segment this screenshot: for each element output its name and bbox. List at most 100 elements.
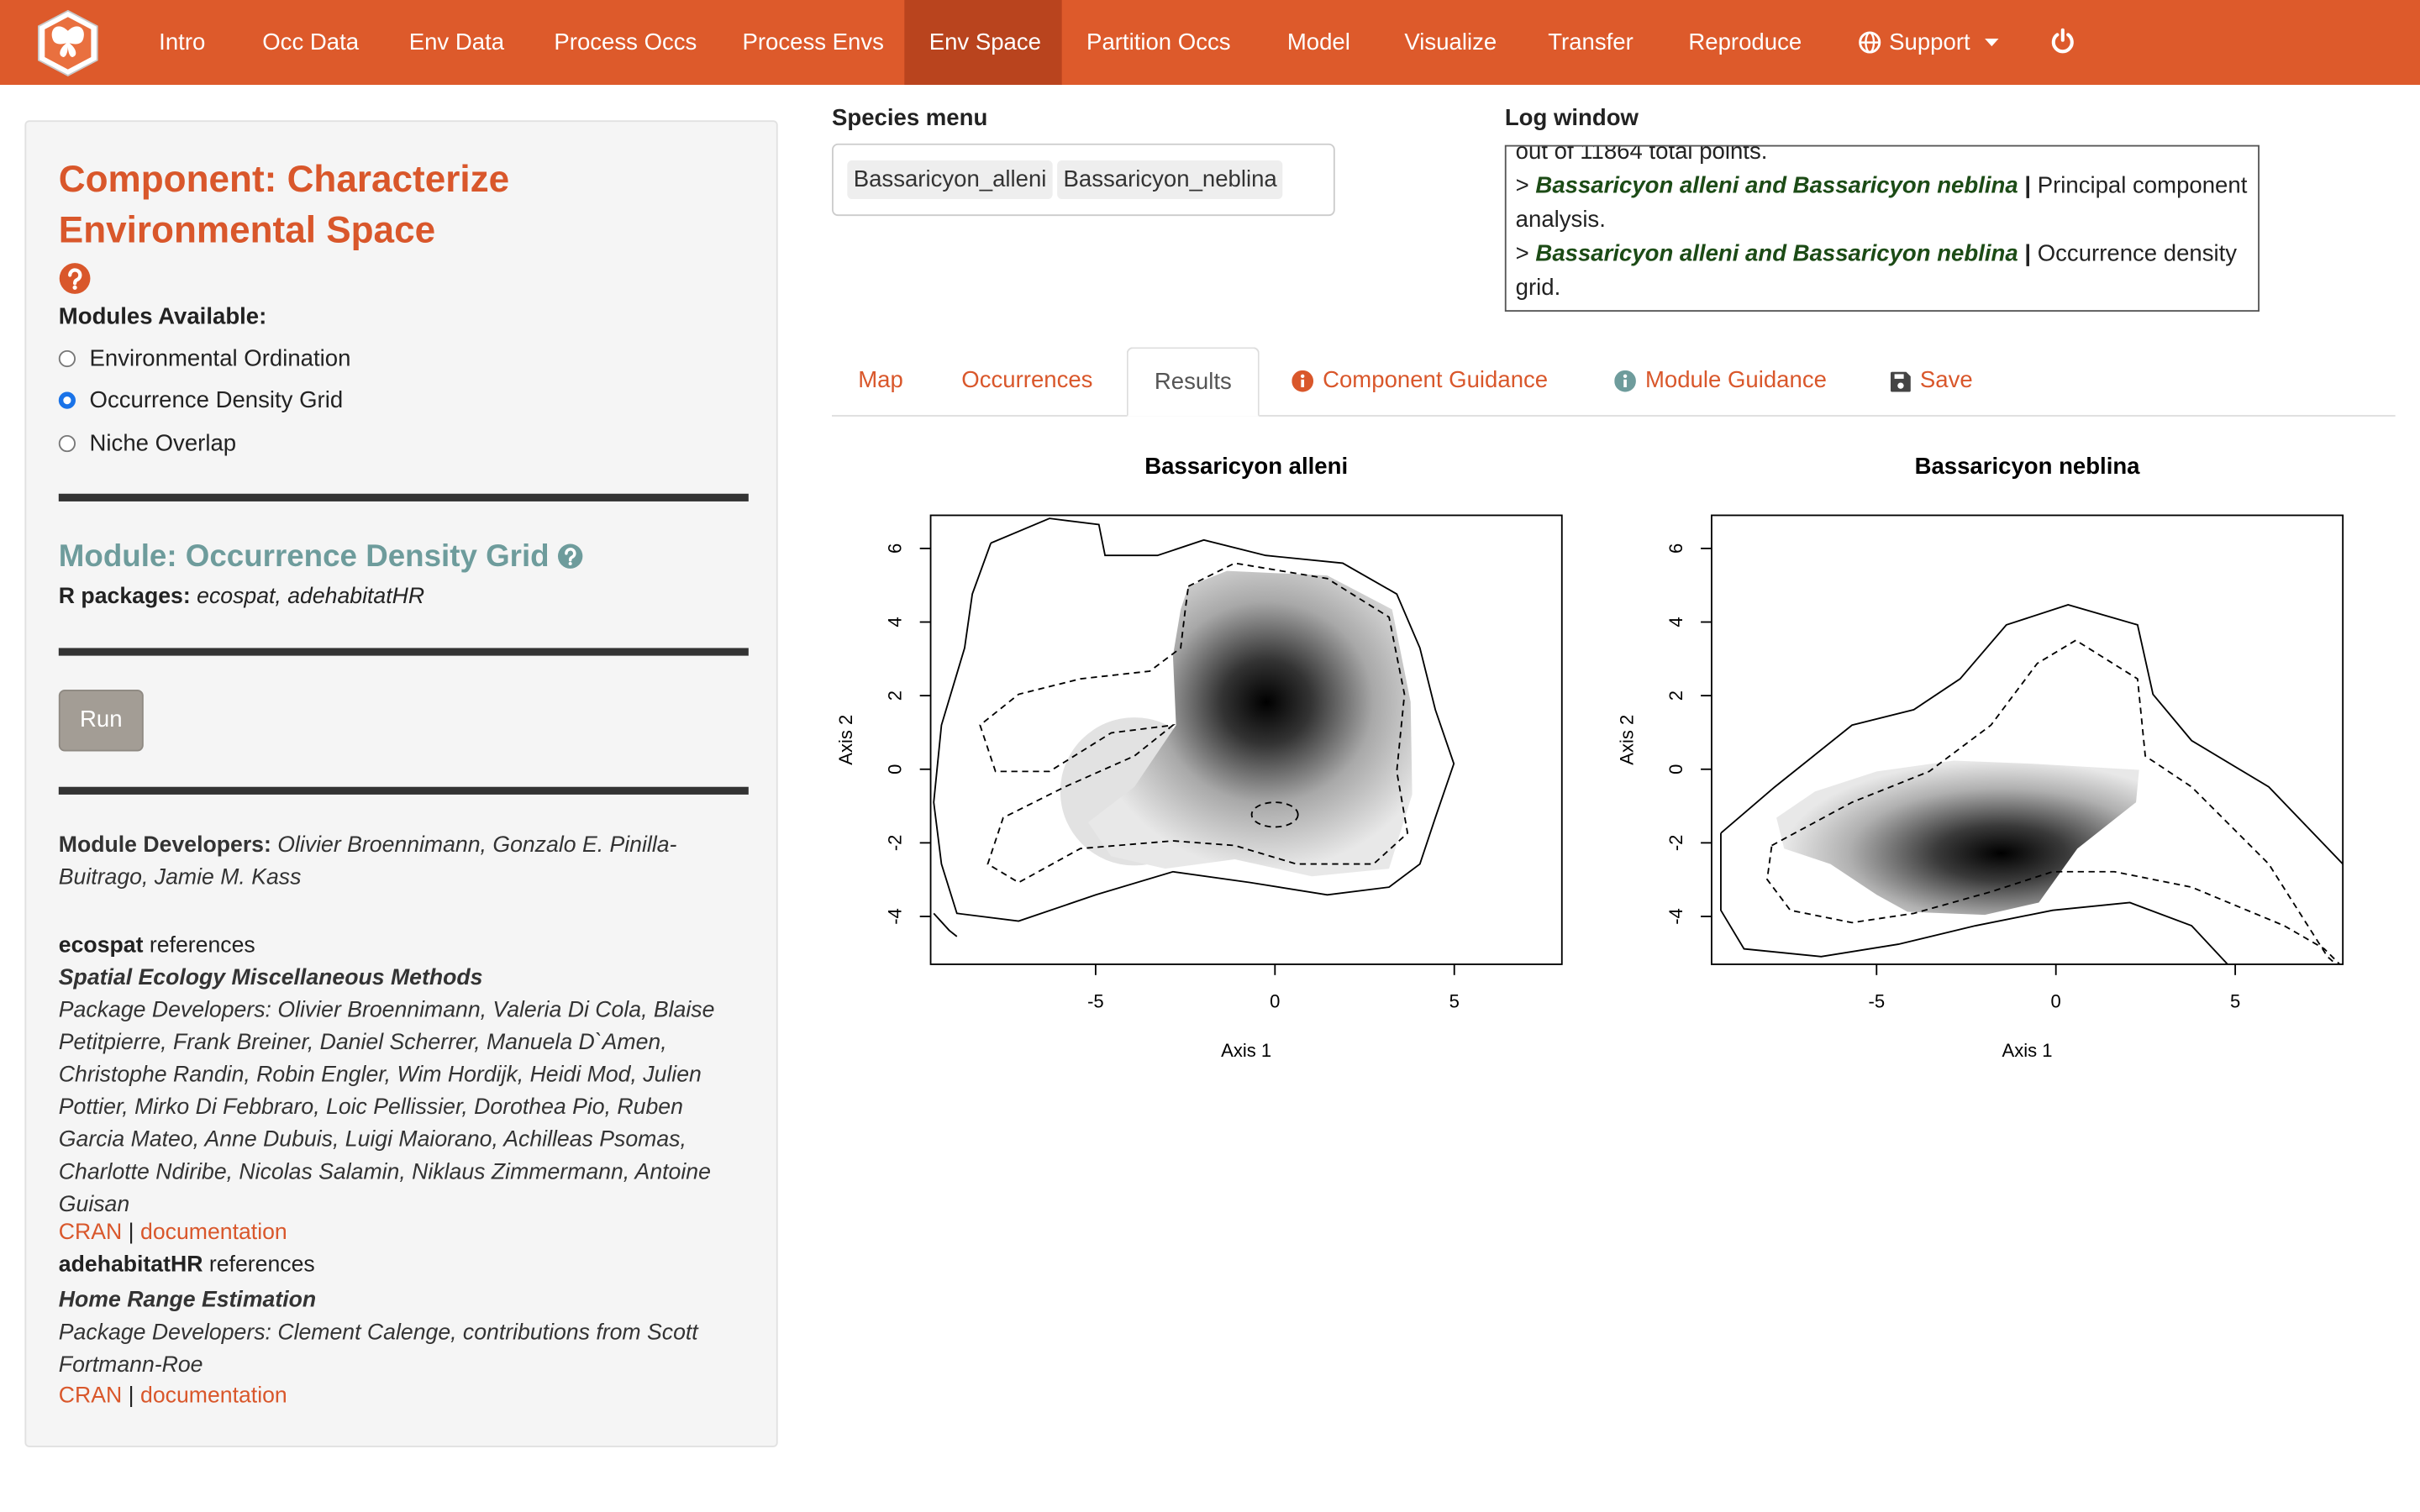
y-tick-label: 6 — [885, 543, 906, 554]
tab[interactable]: Save — [1865, 347, 1999, 415]
log-window: out of 11864 total points. > Bassaricyon… — [1504, 144, 2260, 312]
nav-item[interactable]: Visualize — [1404, 29, 1497, 56]
x-axis-label: Axis 1 — [2002, 1040, 2053, 1061]
log-prefix: > — [1515, 172, 1529, 199]
package-name: adehabitatHR — [58, 1252, 203, 1278]
module-radio[interactable]: Occurrence Density Grid — [58, 387, 343, 413]
species-select[interactable]: Bassaricyon_alleni Bassaricyon_neblina — [832, 143, 1335, 217]
info-icon — [1292, 370, 1314, 392]
component-title: Component: Characterize Environmental Sp… — [58, 159, 510, 252]
density-plot: Bassaricyon alleni Axis 1 Axis 2 -5 0 5 -4 -2 0 2… — [835, 453, 1563, 1061]
species-menu-label: Species menu — [832, 104, 988, 132]
nav-item[interactable]: Partition Occs — [1086, 29, 1231, 56]
tab[interactable]: Occurrences — [935, 347, 1119, 415]
ref-developers: Package Developers: Clement Calenge, con… — [58, 1320, 698, 1378]
r-packages-label: R packages: — [58, 585, 191, 610]
nav-item[interactable]: Reproduce — [1688, 29, 1802, 56]
y-tick-label: -4 — [1665, 908, 1686, 925]
log-prefix: > — [1515, 240, 1529, 267]
info-icon — [1614, 370, 1636, 392]
radio-dot[interactable] — [58, 349, 76, 368]
nav-item[interactable]: Env Space — [904, 0, 1062, 86]
divider — [58, 648, 749, 656]
tab-label: Occurrences — [961, 367, 1093, 394]
log-line: out of 11864 total points. — [1515, 144, 1768, 165]
log-entry: > Bassaricyon alleni and Bassaricyon neb… — [1516, 238, 2249, 306]
ref-links: CRAN | documentation — [59, 1221, 738, 1245]
log-entry: > Bassaricyon alleni and Bassaricyon neb… — [1516, 170, 2249, 238]
radio-dot[interactable] — [58, 391, 76, 409]
nav-item[interactable]: Process Envs — [742, 29, 884, 56]
log-label: Log window — [1504, 104, 1639, 132]
nav-item[interactable]: Process Occs — [554, 29, 697, 56]
density-surface — [1720, 604, 2344, 964]
help-icon[interactable] — [59, 262, 92, 295]
radio-dot[interactable] — [58, 434, 76, 453]
nav-item[interactable]: Transfer — [1548, 29, 1634, 56]
developers-label: Module Developers: — [58, 832, 271, 858]
tab[interactable]: Map — [832, 347, 929, 415]
x-tick-label: 0 — [1270, 990, 1280, 1011]
tab-border — [832, 415, 2396, 417]
ref-links: CRAN | documentation — [59, 1384, 738, 1409]
y-axis-label: Axis 2 — [1616, 715, 1637, 765]
radio-label: Niche Overlap — [89, 430, 237, 457]
module-title-text: Module: Occurrence Density Grid — [58, 539, 550, 575]
module-radio[interactable]: Environmental Ordination — [58, 345, 351, 372]
help-icon[interactable] — [558, 543, 584, 570]
plot-frame — [929, 514, 1563, 965]
doc-link[interactable]: documentation — [140, 1383, 287, 1409]
tab[interactable]: Results — [1126, 347, 1260, 417]
run-button[interactable]: Run — [58, 690, 144, 752]
species-chip[interactable]: Bassaricyon_alleni — [847, 160, 1053, 199]
link-separator: | — [128, 1220, 134, 1246]
divider — [58, 786, 749, 795]
save-icon — [1891, 370, 1911, 391]
x-tick-label: -5 — [1868, 990, 1885, 1011]
y-tick-label: 2 — [885, 690, 906, 701]
log-separator: | — [2024, 172, 2032, 199]
package-name: ecospat — [58, 933, 144, 958]
ref-suffix: references — [208, 1252, 315, 1278]
y-tick-label: 2 — [1665, 690, 1686, 701]
y-tick-label: 4 — [1665, 617, 1686, 627]
divider — [58, 493, 749, 501]
log-message: Principal component analysis. — [1515, 172, 2248, 234]
y-tick-label: -2 — [885, 835, 906, 852]
y-tick-label: 0 — [1665, 764, 1686, 774]
plot-title: Bassaricyon neblina — [1915, 453, 2141, 479]
caret-icon — [1985, 38, 1999, 47]
tab[interactable]: Component Guidance — [1265, 347, 1574, 415]
species-chip[interactable]: Bassaricyon_neblina — [1057, 160, 1284, 199]
r-packages-list: ecospat, adehabitatHR — [197, 585, 425, 610]
ref-title: Spatial Ecology Miscellaneous Methods — [58, 965, 483, 991]
nav-item[interactable]: Occ Data — [262, 29, 360, 56]
nav-item[interactable]: Support — [1889, 29, 1970, 56]
module-radio[interactable]: Niche Overlap — [58, 430, 237, 457]
tab-label: Save — [1919, 367, 1973, 394]
developers-list: Olivier Broennimann, Gonzalo E. Pinilla-… — [58, 832, 677, 890]
ref-heading: ecospat references — [59, 931, 738, 963]
plot-frame — [1711, 514, 2344, 965]
nav-item[interactable]: Env Data — [408, 29, 505, 56]
x-axis-label: Axis 1 — [1221, 1040, 1271, 1061]
cran-link[interactable]: CRAN — [58, 1220, 123, 1246]
plot-title: Bassaricyon alleni — [1144, 453, 1348, 479]
globe-icon — [1859, 31, 1881, 54]
log-content: out of 11864 total points. > Bassaricyon… — [1515, 144, 2249, 306]
logo[interactable] — [37, 9, 98, 77]
log-species: Bassaricyon alleni and Bassaricyon nebli… — [1535, 172, 2018, 199]
cran-link[interactable]: CRAN — [58, 1383, 123, 1409]
x-tick-label: 0 — [2051, 990, 2061, 1011]
tab-label: Module Guidance — [1644, 367, 1827, 394]
r-packages: R packages: ecospat, adehabitatHR — [59, 585, 738, 609]
power-icon[interactable] — [2049, 28, 2075, 54]
ref-suffix: references — [149, 933, 255, 958]
nav-item[interactable]: Model — [1286, 29, 1350, 56]
x-tick-label: 5 — [2230, 990, 2240, 1011]
navbar: Intro Occ Data Env Data Process Occs Pro… — [0, 0, 2420, 86]
nav-item[interactable]: Intro — [159, 29, 206, 56]
doc-link[interactable]: documentation — [140, 1220, 287, 1246]
tab[interactable]: Module Guidance — [1588, 347, 1853, 415]
